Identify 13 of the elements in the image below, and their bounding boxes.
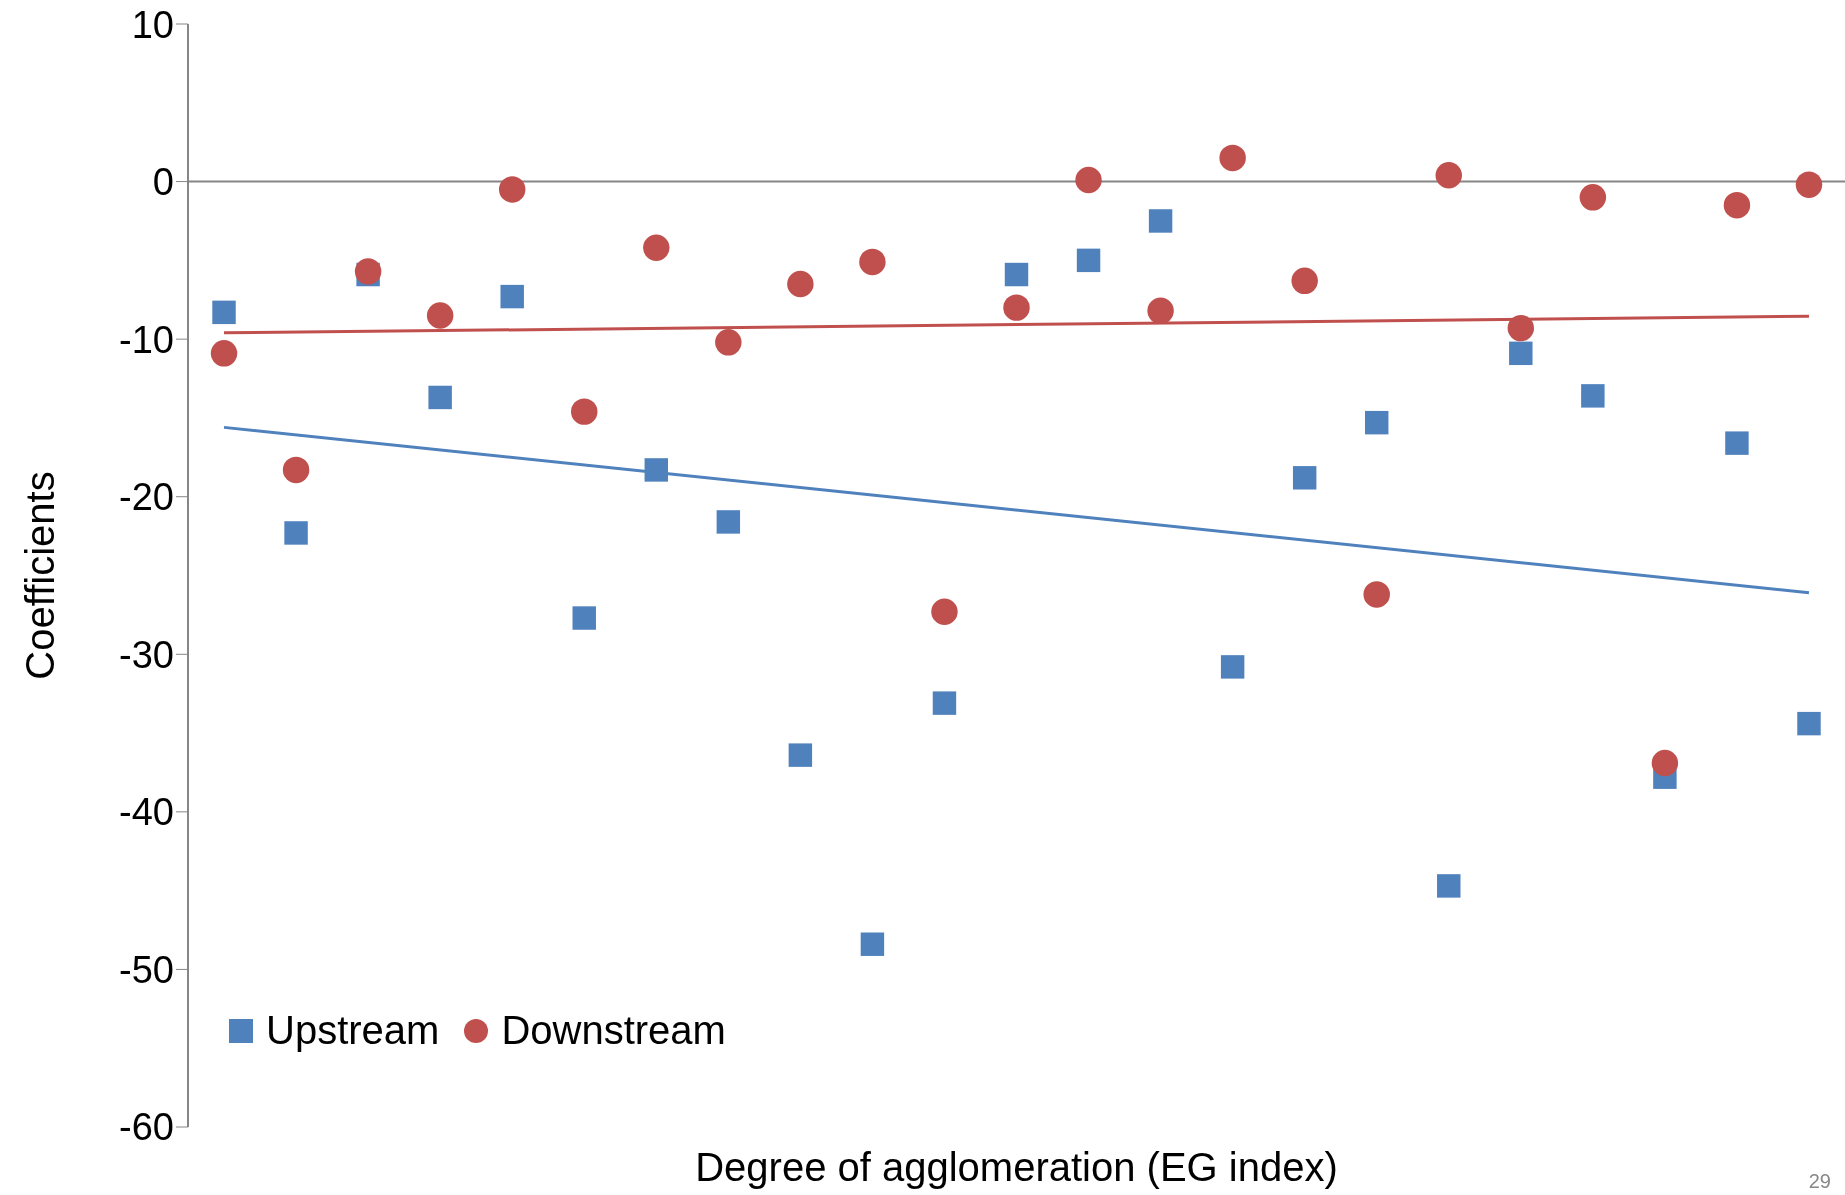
- text: 29: [1808, 1170, 1831, 1193]
- legend-label: Downstream: [501, 1008, 726, 1053]
- y-tick-label: -30: [119, 633, 174, 676]
- y-tick-label: 0: [152, 161, 174, 204]
- y-axis-title: Coefficients: [18, 471, 63, 680]
- y-tick-label: -40: [119, 791, 174, 834]
- y-tick-label: -50: [119, 948, 174, 991]
- y-tick-label: 10: [131, 3, 174, 46]
- y-tick-label: -20: [119, 476, 174, 519]
- legend-label: Upstream: [266, 1008, 440, 1053]
- y-tick-label: -10: [119, 318, 174, 361]
- x-axis-title: Degree of agglomeration (EG index): [695, 1145, 1338, 1189]
- y-tick-label: -60: [119, 1106, 174, 1149]
